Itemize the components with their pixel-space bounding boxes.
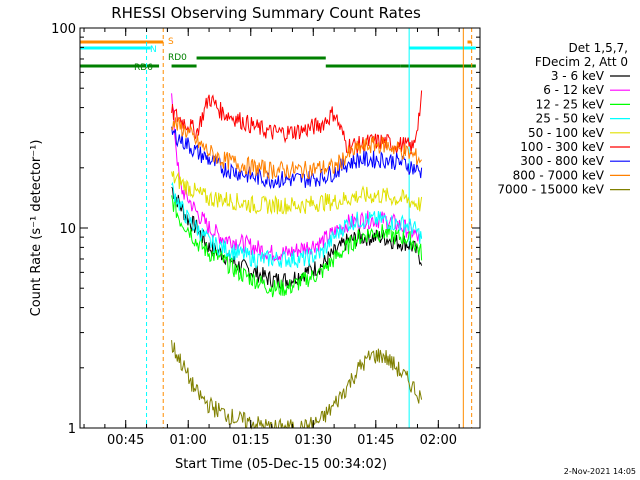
- legend-label-5: 100 - 300 keV: [520, 140, 604, 154]
- legend-label-2: 12 - 25 keV: [536, 97, 605, 111]
- x-axis-label: Start Time (05-Dec-15 00:34:02): [175, 457, 387, 472]
- axes-layer: 00:45 01:00 01:15 01:30 01:45 02:00 1 10 100: [51, 22, 481, 448]
- legend-label-1: 6 - 12 keV: [543, 83, 605, 97]
- legend-label-4: 50 - 100 keV: [528, 126, 605, 140]
- legend-label-6: 300 - 800 keV: [520, 154, 604, 168]
- x-tick-label-3: 01:30: [295, 433, 332, 448]
- x-tick-label-1: 01:00: [169, 433, 206, 448]
- series-layer: [171, 90, 423, 430]
- y-tick-label-0: 1: [68, 422, 76, 437]
- flag-label-rd6: RD6: [134, 63, 153, 73]
- flag-label-s: S: [168, 37, 174, 47]
- x-tick-label-0: 00:45: [107, 433, 144, 448]
- legend-title-line-2: FDecim 2, Att 0: [535, 55, 628, 69]
- series-line-4: [171, 171, 423, 215]
- series-line-5: [171, 90, 423, 155]
- legend-label-0: 3 - 6 keV: [551, 69, 605, 83]
- x-tick-label-4: 01:45: [357, 433, 394, 448]
- legend-title-line-1: Det 1,5,7,: [569, 41, 629, 55]
- legend-label-3: 25 - 50 keV: [536, 112, 605, 126]
- series-line-3: [171, 181, 423, 269]
- x-tick-label-5: 02:00: [420, 433, 457, 448]
- y-axis-label: Count Rate (s⁻¹ detector⁻¹): [29, 140, 44, 317]
- y-tick-label-2: 100: [51, 22, 76, 37]
- legend-label-7: 800 - 7000 keV: [513, 168, 605, 182]
- series-line-7: [171, 117, 423, 180]
- flag-label-rd0: RD0: [168, 53, 187, 63]
- vertical-lines-layer: [146, 28, 473, 428]
- legend-label-8: 7000 - 15000 keV: [497, 183, 604, 197]
- flag-label-n: N: [150, 45, 157, 55]
- x-tick-label-2: 01:15: [232, 433, 269, 448]
- timestamp: 2-Nov-2021 14:05: [564, 467, 636, 476]
- y-tick-label-1: 10: [59, 222, 76, 237]
- series-line-2: [171, 195, 423, 298]
- chart-title: RHESSI Observing Summary Count Rates: [111, 4, 421, 22]
